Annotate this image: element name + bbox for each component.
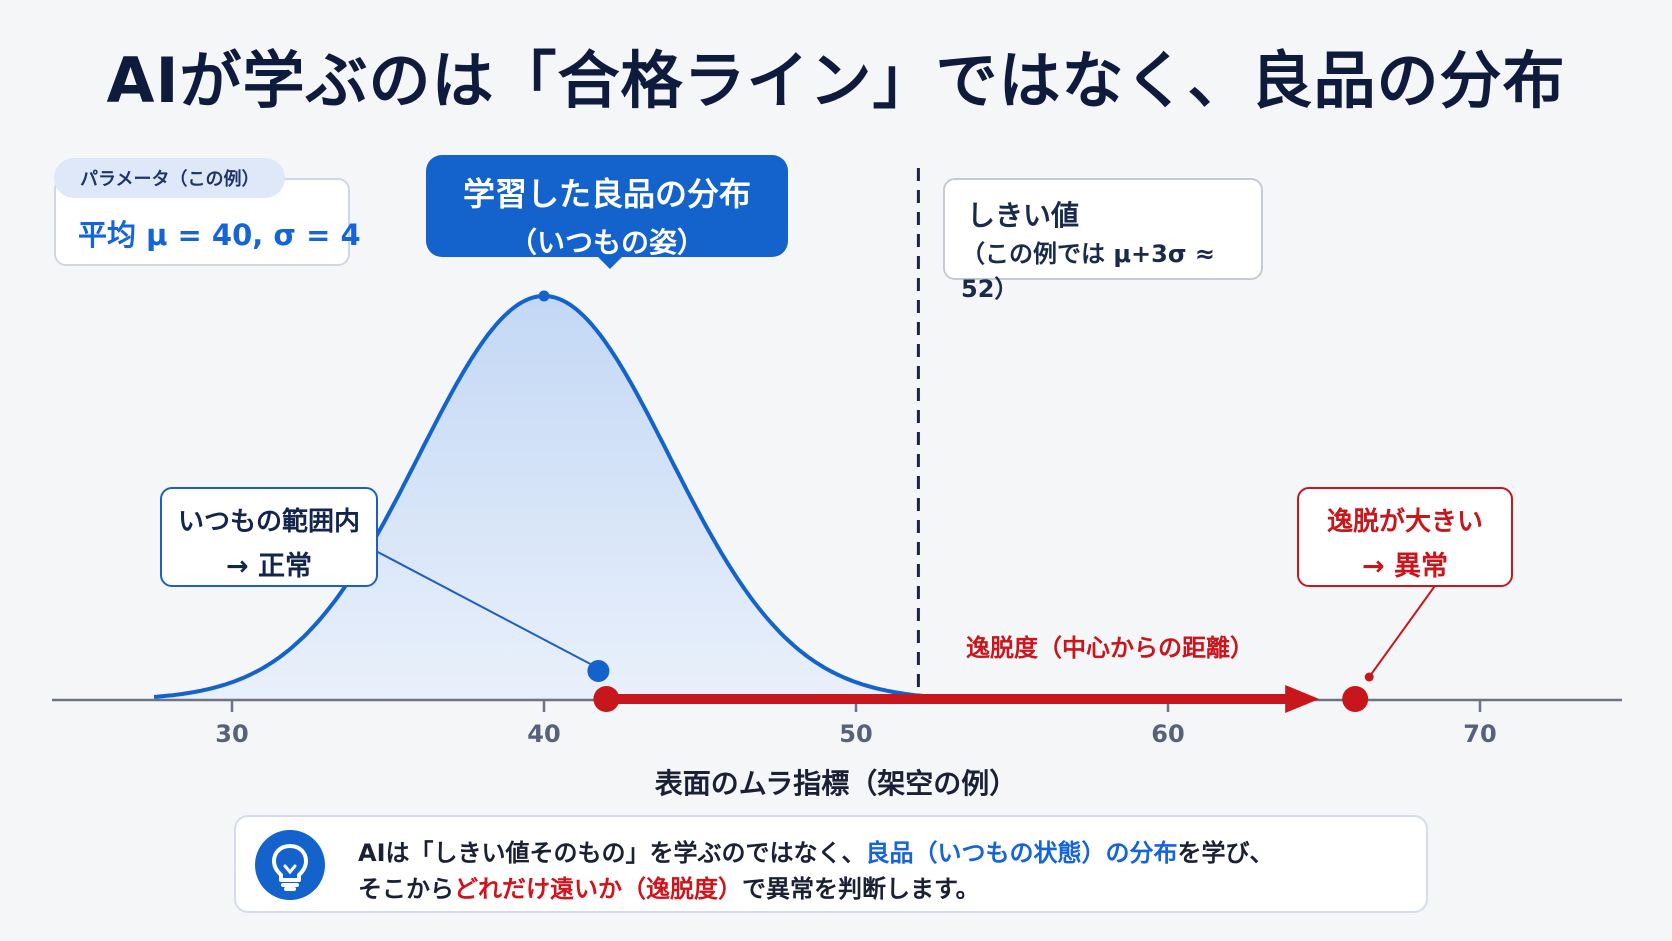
note-highlight-deviation: どれだけ遠いか（逸脱度） xyxy=(454,875,742,903)
normal-leader-line xyxy=(373,549,591,665)
note-text: を学び、 xyxy=(1177,839,1274,867)
normal-callout-result: → 正常 xyxy=(225,551,313,582)
distribution-area xyxy=(154,296,1012,700)
note-text: そこから xyxy=(358,875,454,903)
x-tick-label: 30 xyxy=(215,720,249,748)
threshold-callout-detail: （この例では μ+3σ ≈ 52） xyxy=(961,240,1215,303)
distribution-callout-title: 学習した良品の分布 xyxy=(462,175,751,213)
note-text: で異常を判断します。 xyxy=(742,875,980,903)
x-tick-label: 40 xyxy=(527,720,561,748)
parameter-value: 平均 μ = 40, σ = 4 xyxy=(78,218,361,252)
anomaly-sample-point xyxy=(1342,686,1369,712)
explanation-note: AIは「しきい値そのもの」を学ぶのではなく、良品（いつもの状態）の分布を学び、 … xyxy=(234,815,1428,913)
distribution-curve xyxy=(153,293,1009,702)
deviation-arrowhead xyxy=(1285,685,1320,713)
threshold-callout: しきい値 （この例では μ+3σ ≈ 52） xyxy=(943,178,1263,303)
threshold-callout-title: しきい値 xyxy=(967,199,1080,232)
x-tick-label: 50 xyxy=(839,720,873,748)
normal-callout-title: いつもの範囲内 xyxy=(177,507,360,537)
x-tick-label: 60 xyxy=(1151,720,1185,748)
note-highlight-distribution: 良品（いつもの状態）の分布 xyxy=(865,839,1178,867)
page-title: AIが学ぶのは「合格ライン」ではなく、良品の分布 xyxy=(106,44,1566,117)
normal-callout: いつもの範囲内 → 正常 xyxy=(160,487,378,587)
note-line-2: そこからどれだけ遠いか（逸脱度）で異常を判断します。 xyxy=(358,869,980,904)
anomaly-leader-line xyxy=(1368,582,1438,678)
anomaly-leader-dot xyxy=(1364,672,1374,682)
anomaly-callout: 逸脱が大きい → 異常 xyxy=(1297,487,1513,587)
distribution-callout: 学習した良品の分布 （いつもの姿） xyxy=(426,155,788,259)
x-tick-label: 70 xyxy=(1463,720,1497,748)
distribution-callout-subtitle: （いつもの姿） xyxy=(508,226,705,259)
anomaly-callout-title: 逸脱が大きい xyxy=(1326,507,1483,537)
parameter-tag: パラメータ（この例） xyxy=(54,158,286,198)
note-text: AIは「しきい値そのもの」を学ぶのではなく、 xyxy=(358,839,866,867)
note-line-1: AIは「しきい値そのもの」を学ぶのではなく、良品（いつもの状態）の分布を学び、 xyxy=(358,833,1274,868)
lightbulb-icon xyxy=(255,830,325,900)
normal-sample-point xyxy=(587,660,610,682)
distribution-peak-dot xyxy=(538,290,550,302)
x-axis-label: 表面のムラ指標（架空の例） xyxy=(654,767,1018,800)
deviation-start-point xyxy=(593,686,620,712)
deviation-label: 逸脱度（中心からの距離） xyxy=(966,634,1254,662)
anomaly-callout-result: → 異常 xyxy=(1361,551,1449,582)
distribution-callout-pointer xyxy=(596,255,624,269)
